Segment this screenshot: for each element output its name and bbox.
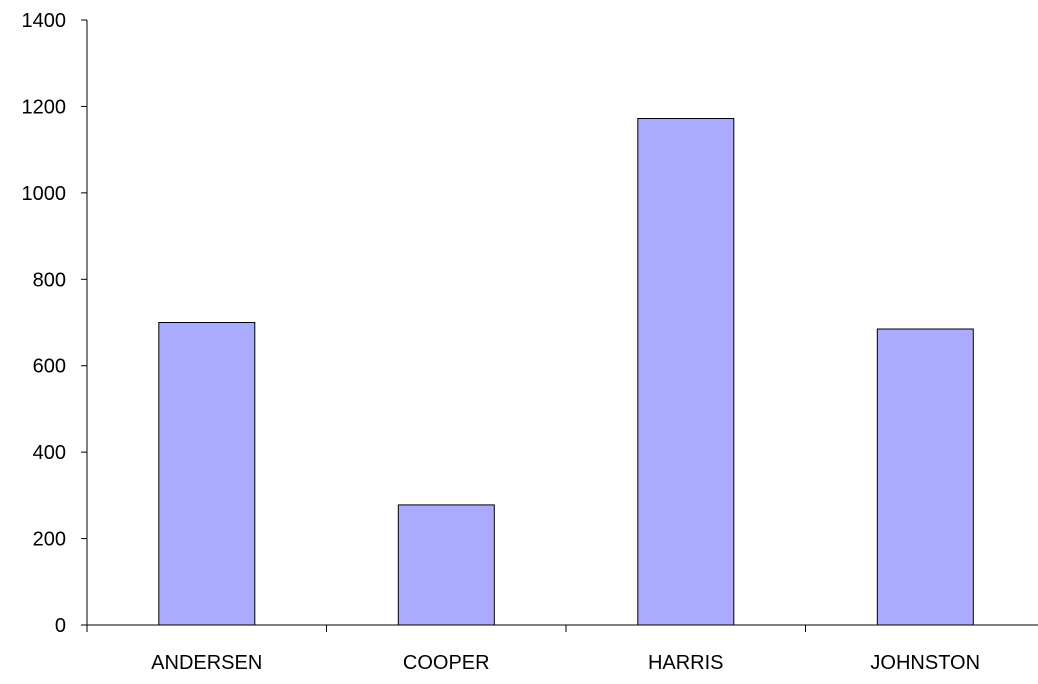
y-tick-label: 600 (33, 356, 66, 378)
x-ticks: ANDERSEN COOPER HARRIS JOHNSTON (86, 625, 980, 674)
y-tick-label: 1000 (22, 183, 67, 205)
bar-andersen (158, 322, 256, 626)
x-tick-label: JOHNSTON (870, 652, 980, 674)
bar-harris (637, 118, 735, 626)
y-tick-label: 1400 (22, 10, 67, 32)
y-tick-label: 0 (55, 615, 66, 637)
bars-layer (158, 118, 974, 626)
y-tick-label: 800 (33, 269, 66, 291)
x-tick-label: COOPER (403, 652, 490, 674)
x-tick-label: HARRIS (648, 652, 724, 674)
bar-cooper (397, 504, 495, 626)
x-tick-label: ANDERSEN (151, 652, 262, 674)
y-tick-label: 200 (33, 529, 66, 551)
y-ticks: 0 200 400 600 800 1000 1200 1400 (22, 10, 87, 637)
y-tick-label: 400 (33, 442, 66, 464)
bar-johnston (876, 328, 974, 626)
y-tick-label: 1200 (22, 96, 67, 118)
